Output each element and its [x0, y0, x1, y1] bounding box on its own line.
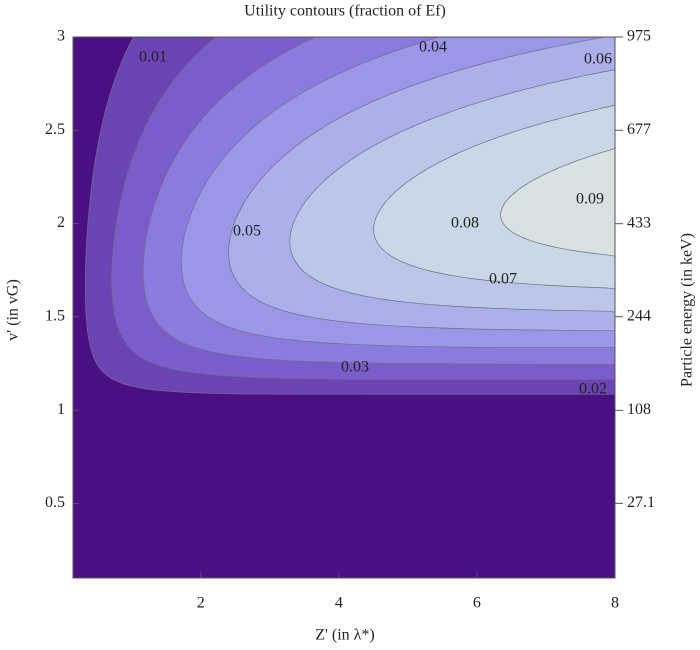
- y2-axis-label: Particle energy (in keV): [679, 233, 696, 387]
- contour-label: 0.03: [341, 359, 369, 376]
- contour-label: 0.04: [419, 39, 447, 56]
- plot-frame: [72, 36, 616, 579]
- x-tick-label: 2: [197, 595, 205, 612]
- y2-tick-label: 433: [627, 214, 651, 231]
- y-tick-label: 2: [57, 214, 65, 231]
- y-tick-label: 1: [57, 401, 65, 418]
- contour-label: 0.07: [489, 271, 517, 288]
- x-tick-label: 4: [335, 595, 343, 612]
- y2-tick-label: 108: [627, 401, 651, 418]
- y-tick-label: 2.5: [45, 121, 65, 138]
- x-tick-label: 8: [611, 595, 619, 612]
- y2-tick-label: 27.1: [627, 494, 655, 511]
- y-axis-label: v' (in vG): [5, 279, 22, 341]
- y-tick-label: 3: [57, 28, 65, 45]
- y-tick-label: 1.5: [45, 307, 65, 324]
- y2-tick-label: 975: [627, 28, 651, 45]
- x-axis-label: Z' (in λ*): [315, 627, 375, 644]
- contour-label: 0.08: [451, 215, 479, 232]
- contour-label: 0.06: [584, 51, 612, 68]
- contour-label: 0.01: [139, 49, 167, 66]
- contour-label: 0.02: [579, 381, 607, 398]
- contour-label: 0.09: [576, 191, 604, 208]
- y2-tick-label: 677: [627, 121, 651, 138]
- x-tick-label: 6: [473, 595, 481, 612]
- y-tick-label: 0.5: [45, 494, 65, 511]
- y2-tick-label: 244: [627, 307, 651, 324]
- contour-label: 0.05: [233, 223, 261, 240]
- chart-title: Utility contours (fraction of Ef): [244, 3, 446, 20]
